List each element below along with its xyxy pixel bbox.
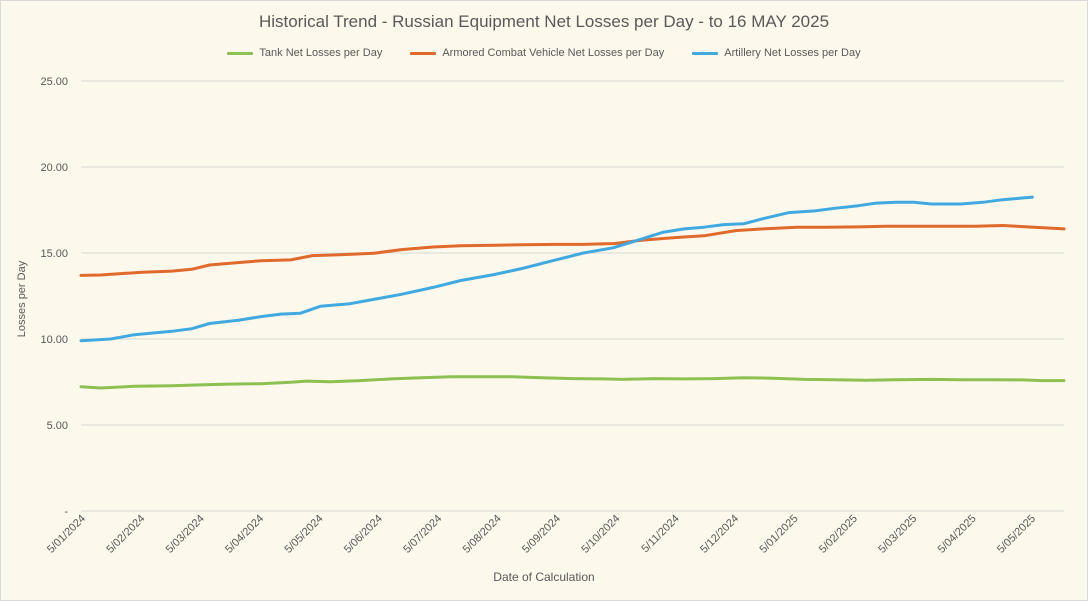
- y-tick-label: -: [64, 506, 68, 518]
- chart-title: Historical Trend - Russian Equipment Net…: [258, 12, 830, 31]
- series-line-1: [79, 224, 1066, 277]
- x-tick-label: 5/10/2024: [579, 513, 622, 556]
- x-tick-label: 5/01/2025: [758, 513, 801, 556]
- legend-swatch-acv: [410, 51, 437, 55]
- y-tick-label: 10.00: [40, 334, 68, 346]
- legend-item-acv: Armored Combat Vehicle Net Losses per Da…: [410, 47, 664, 59]
- x-tick-label: 5/02/2025: [817, 513, 860, 556]
- series-line-2: [79, 195, 1034, 343]
- y-tick-label: 15.00: [40, 248, 68, 260]
- x-tick-label: 5/08/2024: [461, 513, 504, 556]
- y-tick-label: 5.00: [47, 420, 68, 432]
- x-tick-label: 5/05/2025: [995, 513, 1038, 556]
- x-tick-label: 5/03/2024: [164, 513, 207, 556]
- x-tick-label: 5/03/2025: [876, 513, 919, 556]
- legend-label-acv: Armored Combat Vehicle Net Losses per Da…: [442, 47, 665, 59]
- x-tick-label: 5/05/2024: [283, 513, 326, 556]
- x-tick-label: 5/04/2024: [223, 513, 266, 556]
- x-tick-label: 5/11/2024: [639, 513, 682, 556]
- legend-swatch-tank: [227, 51, 254, 55]
- legend-label-tank: Tank Net Losses per Day: [259, 47, 383, 59]
- x-tick-label: 5/06/2024: [342, 513, 385, 556]
- y-tick-label: 25.00: [40, 76, 68, 88]
- legend-swatch-artillery: [692, 51, 719, 55]
- x-tick-label: 5/07/2024: [401, 513, 444, 556]
- legend: Tank Net Losses per Day Armored Combat V…: [1, 47, 1087, 59]
- x-tick-label: 5/01/2024: [45, 513, 88, 556]
- x-axis-label: Date of Calculation: [493, 570, 595, 584]
- x-tick-label: 5/09/2024: [520, 513, 563, 556]
- x-tick-label: 5/02/2024: [104, 513, 147, 556]
- legend-item-artillery: Artillery Net Losses per Day: [692, 47, 861, 59]
- series-line-0: [79, 375, 1066, 390]
- x-tick-label: 5/04/2025: [936, 513, 979, 556]
- y-tick-label: 20.00: [40, 162, 68, 174]
- y-axis-label: Losses per Day: [16, 260, 28, 338]
- legend-item-tank: Tank Net Losses per Day: [227, 47, 382, 59]
- legend-label-artillery: Artillery Net Losses per Day: [724, 47, 861, 59]
- x-tick-label: 5/12/2024: [698, 513, 741, 556]
